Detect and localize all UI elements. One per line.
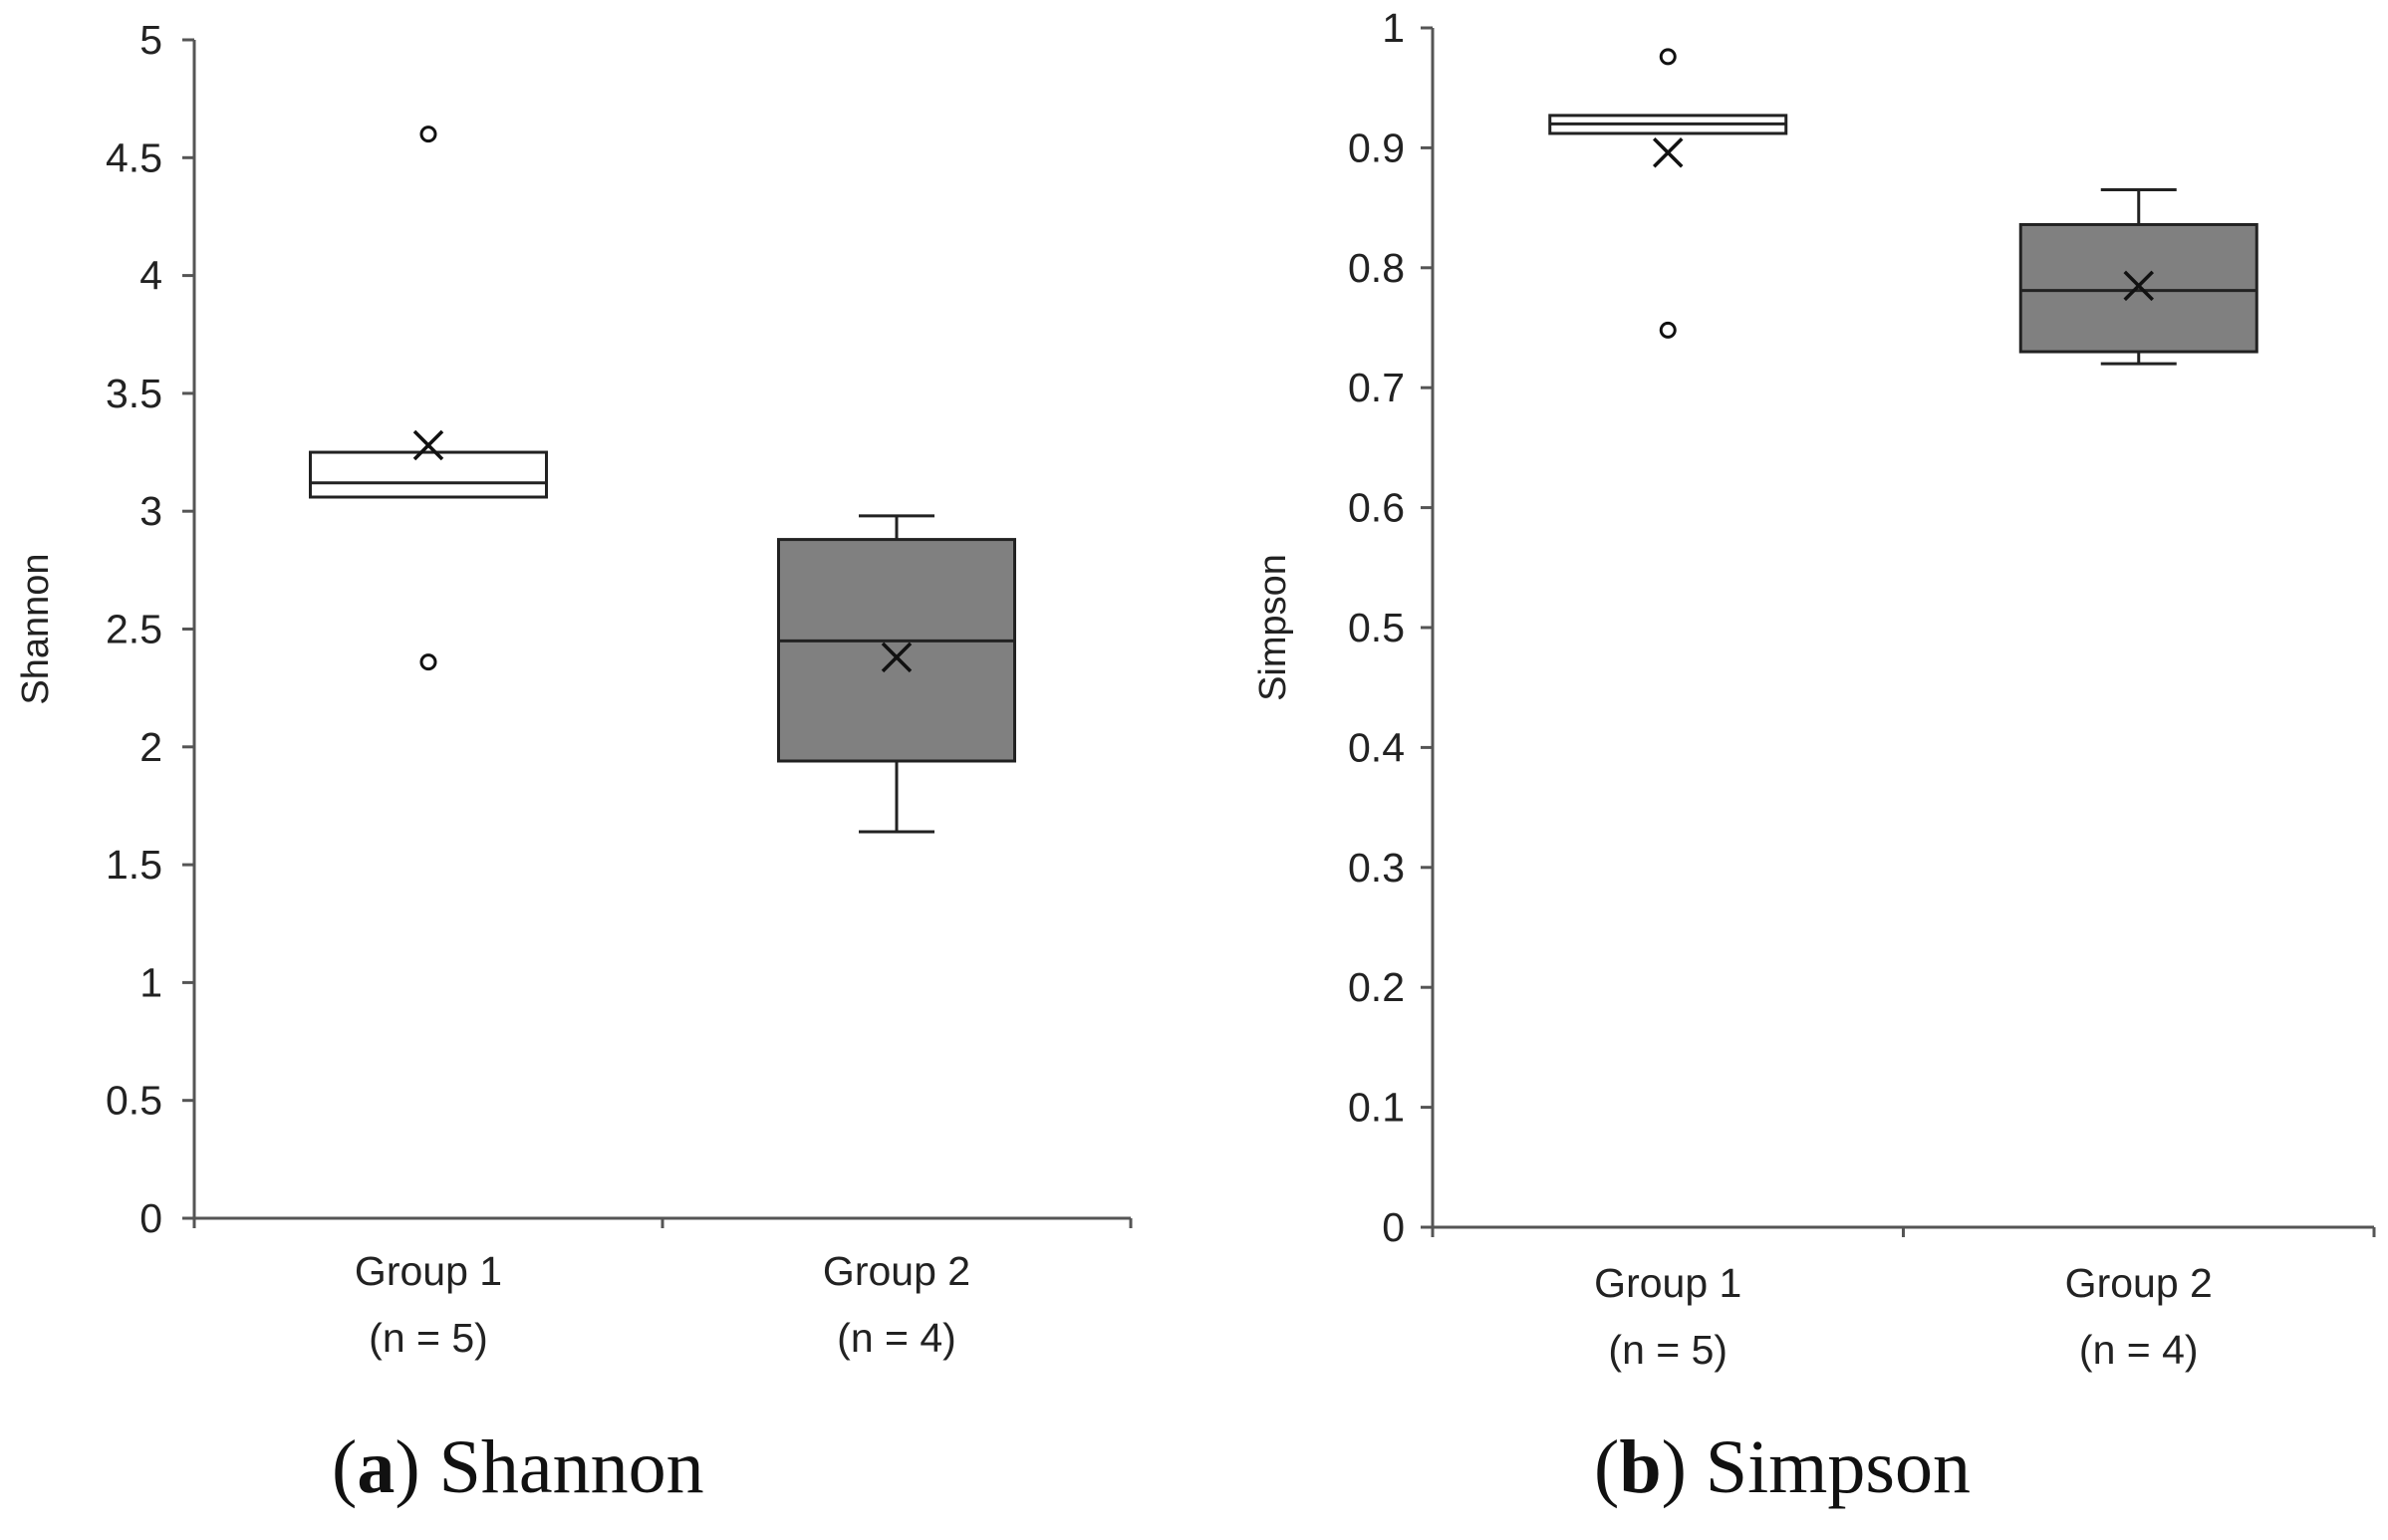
mean-marker-stroke-b: [2123, 270, 2154, 302]
y-tick-label: 0: [1382, 1204, 1405, 1250]
y-tick-label: 1.5: [106, 842, 162, 888]
y-tick-label: 0.2: [1348, 964, 1405, 1010]
box-plot-2: [2018, 188, 2258, 366]
box-plot-1: [1548, 48, 1788, 339]
box-body: [309, 450, 548, 499]
category-n-label: (n = 5): [1608, 1327, 1727, 1373]
y-tick-label: 4: [139, 253, 162, 299]
y-tick-label: 0.7: [1348, 365, 1405, 410]
box-body: [777, 538, 1016, 763]
outlier-point: [419, 653, 437, 671]
caption-a-text: Shannon: [438, 1425, 704, 1509]
outlier-point: [1659, 48, 1677, 66]
category-n-label: (n = 4): [2079, 1327, 2199, 1373]
caption-a-label: a: [357, 1425, 396, 1509]
box-plot-2: [777, 514, 1016, 834]
mean-marker-stroke-b: [881, 642, 913, 673]
mean-marker-stroke-b: [1653, 136, 1684, 168]
category-n-label: (n = 5): [369, 1315, 488, 1361]
y-tick-label: 0.4: [1348, 724, 1405, 770]
y-tick-label: 0.9: [1348, 125, 1405, 170]
y-tick-label: 0.3: [1348, 845, 1405, 891]
y-tick-label: 0.1: [1348, 1085, 1405, 1131]
caption-b: (b) Simpson: [1594, 1425, 1971, 1509]
y-axis-title: Simpson: [1252, 554, 1294, 701]
shannon-chart: 0 0.5 1 1.5 2 2.5 3 3.5 4 4.5 5 Shannon Group 1 (n = …: [15, 17, 1133, 1361]
y-tick-label: 2: [139, 724, 162, 770]
y-tick-label: 0.5: [106, 1078, 162, 1124]
y-tick-label: 1: [1382, 5, 1405, 51]
caption-a: (a) Shannon: [332, 1425, 704, 1509]
y-tick-label: 0.8: [1348, 245, 1405, 291]
category-label: Group 2: [823, 1248, 970, 1294]
caption-b-label: b: [1619, 1425, 1662, 1509]
y-tick-label: 0.6: [1348, 485, 1405, 531]
y-tick-label: 4.5: [106, 134, 162, 180]
category-label: Group 1: [1594, 1260, 1741, 1306]
y-tick-label: 3: [139, 488, 162, 534]
y-tick-label: 0.5: [1348, 605, 1405, 650]
y-tick-label: 5: [139, 17, 162, 63]
mean-marker-stroke-b: [412, 429, 444, 461]
caption-b-text: Simpson: [1705, 1425, 1971, 1509]
category-label: Group 1: [355, 1248, 502, 1294]
y-axis-title: Shannon: [15, 553, 57, 704]
y-tick-label: 0: [139, 1195, 162, 1241]
category-n-label: (n = 4): [837, 1315, 956, 1361]
y-tick-label: 1: [139, 959, 162, 1005]
outlier-point: [419, 126, 437, 143]
simpson-chart: 0 0.1 0.2 0.3 0.4 0.5 0.6 0.7 0.8 0.9 1 Simpson Grou…: [1252, 5, 2376, 1373]
outlier-point: [1659, 321, 1677, 339]
category-label: Group 2: [2065, 1260, 2213, 1306]
y-tick-label: 3.5: [106, 371, 162, 416]
y-tick-label: 2.5: [106, 607, 162, 652]
box-plot-1: [309, 126, 548, 671]
